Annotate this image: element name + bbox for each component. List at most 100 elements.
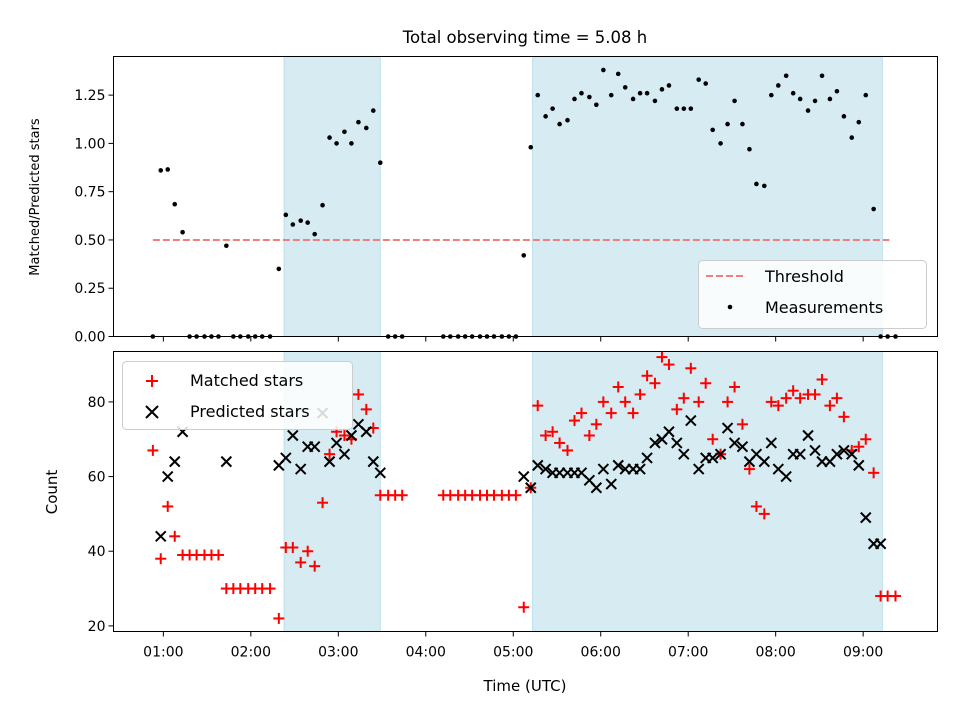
predicted-stars-point — [706, 452, 719, 464]
measurement-point — [681, 106, 687, 111]
matched-stars-point — [352, 388, 364, 400]
measurement-point — [172, 201, 178, 207]
matched-stars-point — [162, 500, 174, 512]
predicted-stars-point — [162, 470, 174, 483]
measurement-point — [718, 141, 723, 146]
predicted-stars-point — [374, 467, 387, 479]
measurement-point — [797, 96, 803, 102]
measurement-point — [783, 73, 789, 79]
predicted-stars-point — [831, 448, 843, 460]
measurement-point — [608, 92, 614, 98]
top-legend-measurements-swatch — [727, 304, 733, 310]
predicted-stars-point — [758, 455, 771, 468]
measurement-point — [769, 92, 774, 98]
predicted-stars-point — [714, 448, 727, 460]
measurement-point — [327, 135, 332, 140]
xtick-label: 09:00 — [843, 645, 883, 661]
measurement-point — [528, 144, 534, 150]
matched-stars-point — [605, 407, 617, 419]
measurement-point — [790, 90, 796, 96]
xtick-label: 06:00 — [581, 645, 621, 661]
top-ytick-label: 0.00 — [74, 330, 105, 346]
matched-stars-point — [816, 374, 828, 385]
matched-stars-point — [147, 444, 159, 456]
figure-title: Total observing time = 5.08 h — [402, 28, 647, 47]
predicted-stars-point — [838, 444, 850, 457]
measurement-point — [775, 83, 781, 88]
matched-stars-point — [568, 415, 580, 427]
measurement-point — [312, 231, 317, 237]
matched-stars-point — [612, 381, 624, 393]
matched-stars-point — [590, 418, 602, 430]
top-shaded-span — [283, 56, 381, 337]
bottom-ytick-label: 60 — [88, 470, 106, 486]
predicted-stars-point — [605, 478, 617, 490]
bottom-ytick-label: 20 — [88, 619, 106, 635]
measurement-point — [725, 121, 730, 127]
measurement-point — [630, 96, 636, 102]
bottom-ytick-label: 40 — [88, 544, 106, 560]
measurement-point — [224, 243, 229, 249]
predicted-stars-point — [169, 455, 181, 468]
predicted-stars-point — [612, 459, 624, 472]
predicted-stars-point — [539, 463, 552, 475]
measurement-point — [674, 106, 680, 111]
matched-stars-point — [169, 530, 181, 542]
matched-stars-point — [671, 403, 683, 415]
predicted-stars-point — [294, 463, 307, 475]
matched-stars-point — [317, 497, 329, 509]
measurement-point — [856, 119, 862, 125]
measurement-point — [637, 90, 643, 96]
top-legend-box — [698, 260, 927, 329]
matched-stars-point — [287, 542, 299, 553]
bottom-panel-shaded-regions — [283, 351, 883, 632]
top-ytick-label: 1.25 — [74, 88, 105, 104]
xtick-label: 05:00 — [493, 645, 533, 661]
predicted-stars-point — [736, 440, 749, 453]
matched-stars-point — [641, 370, 653, 382]
predicted-stars-point — [874, 538, 887, 550]
measurement-point — [572, 96, 577, 102]
predicted-stars-point — [780, 470, 792, 483]
matched-stars-point — [663, 359, 675, 371]
measurement-point — [158, 168, 164, 173]
top-legend-threshold-label: Threshold — [764, 267, 844, 286]
matched-stars-point — [824, 400, 836, 412]
matched-stars-point — [302, 545, 314, 557]
x-axis-label: Time (UTC) — [483, 677, 567, 695]
matched-stars-point — [685, 362, 697, 374]
top-ytick-label: 1.00 — [74, 136, 105, 152]
matched-stars-point — [890, 590, 902, 602]
matched-stars-point — [324, 448, 336, 460]
measurement-point — [871, 206, 876, 212]
measurement-point — [550, 106, 555, 111]
predicted-stars-point — [532, 459, 544, 472]
measurement-point — [334, 141, 339, 146]
measurement-point — [377, 160, 383, 166]
predicted-stars-point — [809, 444, 821, 457]
matched-stars-point — [750, 500, 762, 512]
bottom-panel-axes: 20 40 60 80 01:00 02:00 03:00 04:00 05:00 06:00 07… — [88, 395, 884, 661]
xtick-label: 04:00 — [406, 645, 446, 661]
matched-stars-point — [853, 441, 865, 453]
measurement-point — [710, 127, 715, 133]
measurement-point — [754, 181, 759, 187]
matched-stars-point — [273, 612, 285, 624]
bottom-legend-predicted-label: Predicted stars — [190, 402, 310, 421]
matched-stars-point — [627, 407, 639, 419]
measurement-point — [644, 90, 650, 96]
xtick-label: 08:00 — [755, 645, 795, 661]
predicted-stars-point — [360, 426, 373, 438]
xtick-label: 03:00 — [318, 645, 358, 661]
predicted-stars-point — [590, 482, 603, 494]
matched-stars-point — [736, 418, 748, 430]
predicted-stars-point — [518, 470, 530, 483]
matched-stars-point — [212, 549, 224, 561]
measurement-point — [747, 146, 752, 152]
measurement-point — [827, 96, 833, 102]
matched-stars-point — [575, 407, 587, 419]
bottom-ytick-label: 80 — [88, 395, 106, 411]
measurement-point — [180, 229, 185, 235]
predicted-stars-point — [634, 463, 646, 475]
measurement-point — [587, 94, 592, 100]
